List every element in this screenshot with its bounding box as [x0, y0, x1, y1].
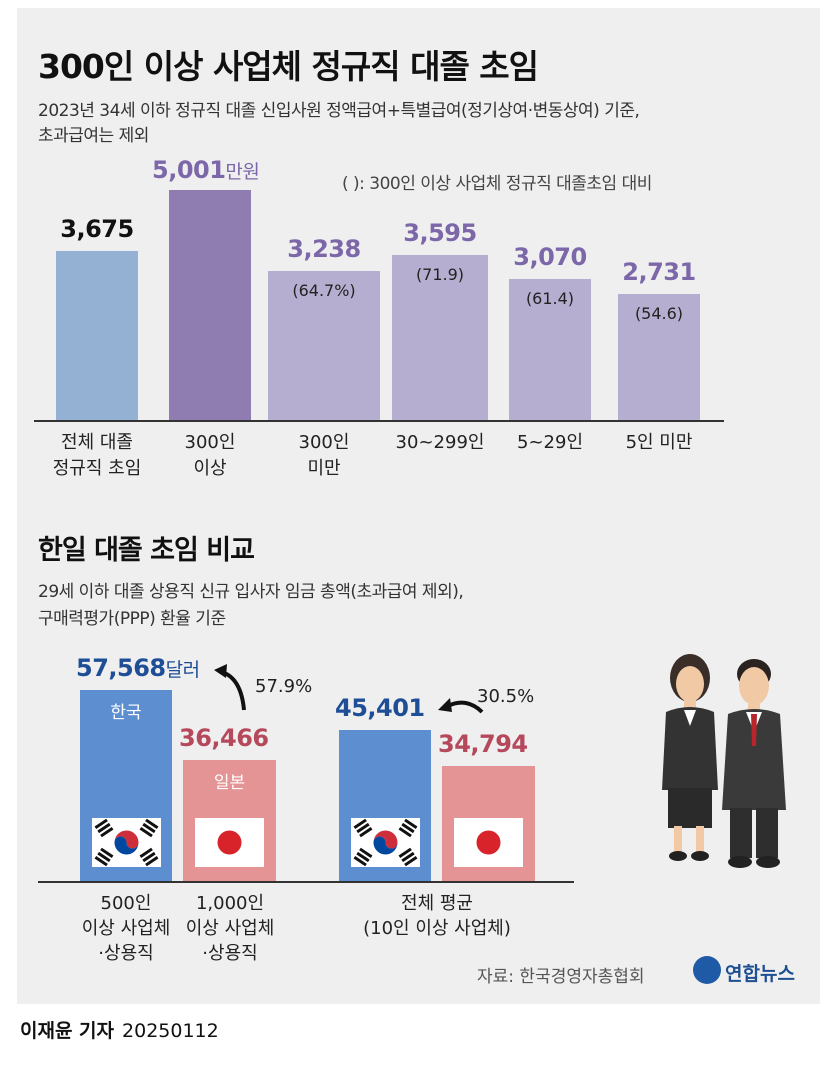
business-people-icon	[662, 654, 786, 868]
x-label-1: 300인 이상	[184, 432, 236, 479]
ratio-label-2: (64.7%)	[292, 281, 356, 301]
taegeuk-symbol	[353, 818, 417, 867]
publish-date: 20250112	[122, 1020, 219, 1042]
logo-text: 연합뉴스	[725, 963, 795, 985]
x-label-4: 5~29인	[517, 432, 583, 453]
bar-3	[392, 254, 488, 420]
hinomaru-symbol	[476, 830, 501, 855]
value-number-4: 3,070	[513, 242, 587, 271]
hinomaru-symbol	[217, 830, 242, 855]
chart2-baseline	[38, 881, 574, 883]
value-label-1: 5,001만원	[152, 156, 292, 184]
x-label-3: 30~299인	[395, 432, 485, 453]
source-note: 자료: 한국경영자총협회	[477, 967, 645, 987]
group-label-0: 500인 이상 사업체 ·상용직	[81, 893, 171, 964]
x-label-0: 전체 대졸 정규직 초임	[52, 432, 142, 479]
value-number-2: 3,238	[287, 235, 361, 264]
page-title: 300인 이상 사업체 정규직 대졸 초임	[38, 47, 539, 86]
comparison-number-0: 57,568	[76, 654, 166, 682]
subtitle-line-2: 초과급여는 제외	[38, 126, 149, 146]
taegeuk-symbol	[94, 818, 158, 867]
comparison-number-2: 45,401	[335, 694, 425, 723]
bar-5	[618, 294, 700, 420]
arrow-icon-1	[214, 664, 246, 711]
comparison-value-0: 57,568달러	[76, 654, 200, 682]
value-label-2: 3,238	[254, 235, 394, 263]
ratio-label-4: (61.4)	[525, 288, 575, 308]
korea-flag-icon-2	[350, 818, 420, 867]
bar-2	[268, 271, 380, 420]
byline: 이재윤 기자 20250112	[20, 1016, 219, 1043]
diff-label-1: 57.9%	[255, 676, 313, 697]
ratio-label-5: (54.6)	[634, 304, 684, 324]
ratio-label-3: (71.9)	[415, 264, 465, 284]
comparison-number-1: 36,466	[179, 724, 269, 752]
reporter-name: 이재윤 기자	[20, 1020, 115, 1042]
comparison-value-1: 36,466	[179, 724, 269, 752]
value-number-3: 3,595	[403, 218, 477, 247]
x-label-5: 5인 미만	[625, 432, 693, 453]
arrow-icon-2	[438, 698, 484, 714]
value-label-5: 2,731	[589, 258, 729, 286]
bar-1	[169, 190, 251, 420]
value-label-4: 3,070	[480, 243, 620, 271]
comparison-number-3: 34,794	[438, 729, 528, 758]
value-number-1: 5,001	[152, 156, 226, 184]
dollar-unit-label: 달러	[165, 659, 200, 681]
x-label-2: 300인 미만	[298, 432, 350, 479]
value-number-0: 3,675	[60, 214, 134, 243]
subtitle-line-1: 2023년 34세 이하 정규직 대졸 신입사원 정액급여+특별급여(정기상여·…	[38, 101, 640, 121]
section2-subtitle-line-2: 구매력평가(PPP) 환율 기준	[38, 609, 226, 629]
unit-label: 만원	[225, 161, 260, 183]
section2-title: 한일 대졸 초임 비교	[38, 535, 255, 566]
value-label-0: 3,675	[27, 215, 167, 243]
comparison-value-2: 45,401	[335, 694, 425, 722]
comparison-value-3: 34,794	[438, 730, 528, 758]
bar-0	[56, 250, 138, 420]
group-label-2: 전체 평균 (10인 이상 사업체)	[363, 893, 511, 939]
japan-flag-icon-3	[454, 818, 523, 867]
japan-flag-icon-1	[195, 818, 264, 867]
bar-4	[509, 278, 591, 420]
country-label-1: 일본	[213, 773, 246, 793]
korea-flag-icon-0	[91, 818, 161, 867]
chart1-baseline	[34, 420, 724, 422]
group-label-1: 1,000인 이상 사업체 ·상용직	[185, 893, 275, 964]
yonhap-logo-icon	[693, 956, 721, 984]
diff-label-2: 30.5%	[477, 686, 535, 707]
value-number-5: 2,731	[622, 258, 696, 287]
country-label-0: 한국	[110, 703, 142, 723]
value-label-3: 3,595	[370, 219, 510, 247]
ratio-note: ( ): 300인 이상 사업체 정규직 대졸초임 대비	[342, 174, 652, 194]
section2-subtitle-line-1: 29세 이하 대졸 상용직 신규 입사자 임금 총액(초과급여 제외),	[38, 582, 464, 602]
